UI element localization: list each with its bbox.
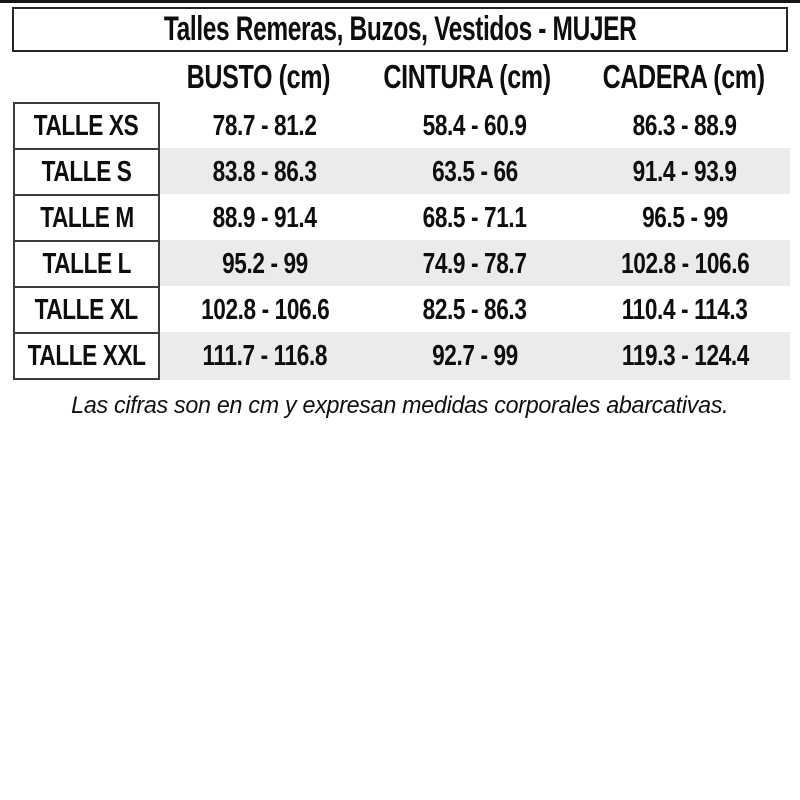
- cell-value: 82.5 - 86.3: [423, 293, 527, 326]
- cell-cadera: 96.5 - 99: [580, 202, 790, 235]
- row-label-cell: TALLE M: [13, 194, 160, 242]
- cell-value: 78.7 - 81.2: [213, 109, 317, 142]
- cell-busto: 102.8 - 106.6: [160, 294, 370, 327]
- cell-busto: 88.9 - 91.4: [160, 202, 370, 235]
- size-table: BUSTO (cm) CINTURA (cm) CADERA (cm) TALL…: [13, 52, 790, 380]
- table-row-xl: TALLE XL 102.8 - 106.6 82.5 - 86.3 110.4…: [13, 286, 790, 334]
- table-header-row: BUSTO (cm) CINTURA (cm) CADERA (cm): [13, 52, 790, 102]
- row-label-cell: TALLE S: [13, 148, 160, 196]
- top-border-line: [0, 0, 800, 3]
- row-label: TALLE S: [41, 155, 132, 188]
- cell-cadera: 110.4 - 114.3: [580, 294, 790, 327]
- cell-value: 95.2 - 99: [222, 247, 308, 280]
- row-label: TALLE XS: [34, 109, 139, 142]
- row-label-cell: TALLE XS: [13, 102, 160, 150]
- cell-busto: 95.2 - 99: [160, 248, 370, 281]
- cell-busto: 111.7 - 116.8: [160, 340, 370, 373]
- row-data-strip: 111.7 - 116.8 92.7 - 99 119.3 - 124.4: [160, 332, 790, 380]
- cell-cadera: 102.8 - 106.6: [580, 248, 790, 281]
- row-data-strip: 83.8 - 86.3 63.5 - 66 91.4 - 93.9: [160, 148, 790, 196]
- row-data-strip: 78.7 - 81.2 58.4 - 60.9 86.3 - 88.9: [160, 102, 790, 150]
- table-row-s: TALLE S 83.8 - 86.3 63.5 - 66 91.4 - 93.…: [13, 148, 790, 196]
- column-header-label: CADERA (cm): [602, 58, 765, 95]
- cell-value: 119.3 - 124.4: [621, 339, 749, 372]
- row-data-strip: 102.8 - 106.6 82.5 - 86.3 110.4 - 114.3: [160, 286, 790, 334]
- cell-cintura: 92.7 - 99: [370, 340, 580, 373]
- cell-value: 86.3 - 88.9: [633, 109, 737, 142]
- table-row-m: TALLE M 88.9 - 91.4 68.5 - 71.1 96.5 - 9…: [13, 194, 790, 242]
- cell-value: 96.5 - 99: [642, 201, 728, 234]
- cell-cadera: 119.3 - 124.4: [580, 340, 790, 373]
- cell-value: 68.5 - 71.1: [423, 201, 527, 234]
- row-label-cell: TALLE XL: [13, 286, 160, 334]
- cell-value: 83.8 - 86.3: [213, 155, 317, 188]
- cell-cintura: 82.5 - 86.3: [370, 294, 580, 327]
- row-label-cell: TALLE L: [13, 240, 160, 288]
- size-chart-title-box: Talles Remeras, Buzos, Vestidos - MUJER: [12, 7, 788, 52]
- cell-cintura: 74.9 - 78.7: [370, 248, 580, 281]
- cell-cintura: 63.5 - 66: [370, 156, 580, 189]
- cell-value: 102.8 - 106.6: [620, 247, 750, 280]
- column-header-busto: BUSTO (cm): [160, 58, 357, 96]
- row-data-strip: 95.2 - 99 74.9 - 78.7 102.8 - 106.6: [160, 240, 790, 288]
- row-label-cell: TALLE XXL: [13, 332, 160, 380]
- cell-value: 88.9 - 91.4: [213, 201, 317, 234]
- column-header-label: CINTURA (cm): [383, 58, 551, 95]
- cell-cintura: 68.5 - 71.1: [370, 202, 580, 235]
- table-row-xxl: TALLE XXL 111.7 - 116.8 92.7 - 99 119.3 …: [13, 332, 790, 380]
- cell-cintura: 58.4 - 60.9: [370, 110, 580, 143]
- row-label: TALLE XXL: [27, 339, 146, 372]
- cell-value: 91.4 - 93.9: [633, 155, 737, 188]
- cell-cadera: 91.4 - 93.9: [580, 156, 790, 189]
- cell-value: 102.8 - 106.6: [200, 293, 330, 326]
- column-header-cintura: CINTURA (cm): [357, 58, 577, 96]
- cell-value: 58.4 - 60.9: [423, 109, 527, 142]
- cell-busto: 83.8 - 86.3: [160, 156, 370, 189]
- page-title: Talles Remeras, Buzos, Vestidos - MUJER: [163, 10, 637, 48]
- cell-value: 63.5 - 66: [432, 155, 518, 188]
- row-label: TALLE M: [39, 201, 134, 234]
- table-row-xs: TALLE XS 78.7 - 81.2 58.4 - 60.9 86.3 - …: [13, 102, 790, 150]
- cell-value: 92.7 - 99: [432, 339, 518, 372]
- column-header-cadera: CADERA (cm): [577, 58, 790, 96]
- footnote: Las cifras son en cm y expresan medidas …: [0, 392, 800, 420]
- row-data-strip: 88.9 - 91.4 68.5 - 71.1 96.5 - 99: [160, 194, 790, 242]
- cell-busto: 78.7 - 81.2: [160, 110, 370, 143]
- cell-value: 111.7 - 116.8: [202, 339, 328, 372]
- table-row-l: TALLE L 95.2 - 99 74.9 - 78.7 102.8 - 10…: [13, 240, 790, 288]
- row-label: TALLE L: [42, 247, 131, 280]
- column-header-label: BUSTO (cm): [186, 58, 331, 95]
- cell-value: 74.9 - 78.7: [423, 247, 527, 280]
- footnote-text: Las cifras son en cm y expresan medidas …: [71, 392, 729, 419]
- cell-value: 110.4 - 114.3: [622, 293, 748, 326]
- row-label: TALLE XL: [34, 293, 139, 326]
- cell-cadera: 86.3 - 88.9: [580, 110, 790, 143]
